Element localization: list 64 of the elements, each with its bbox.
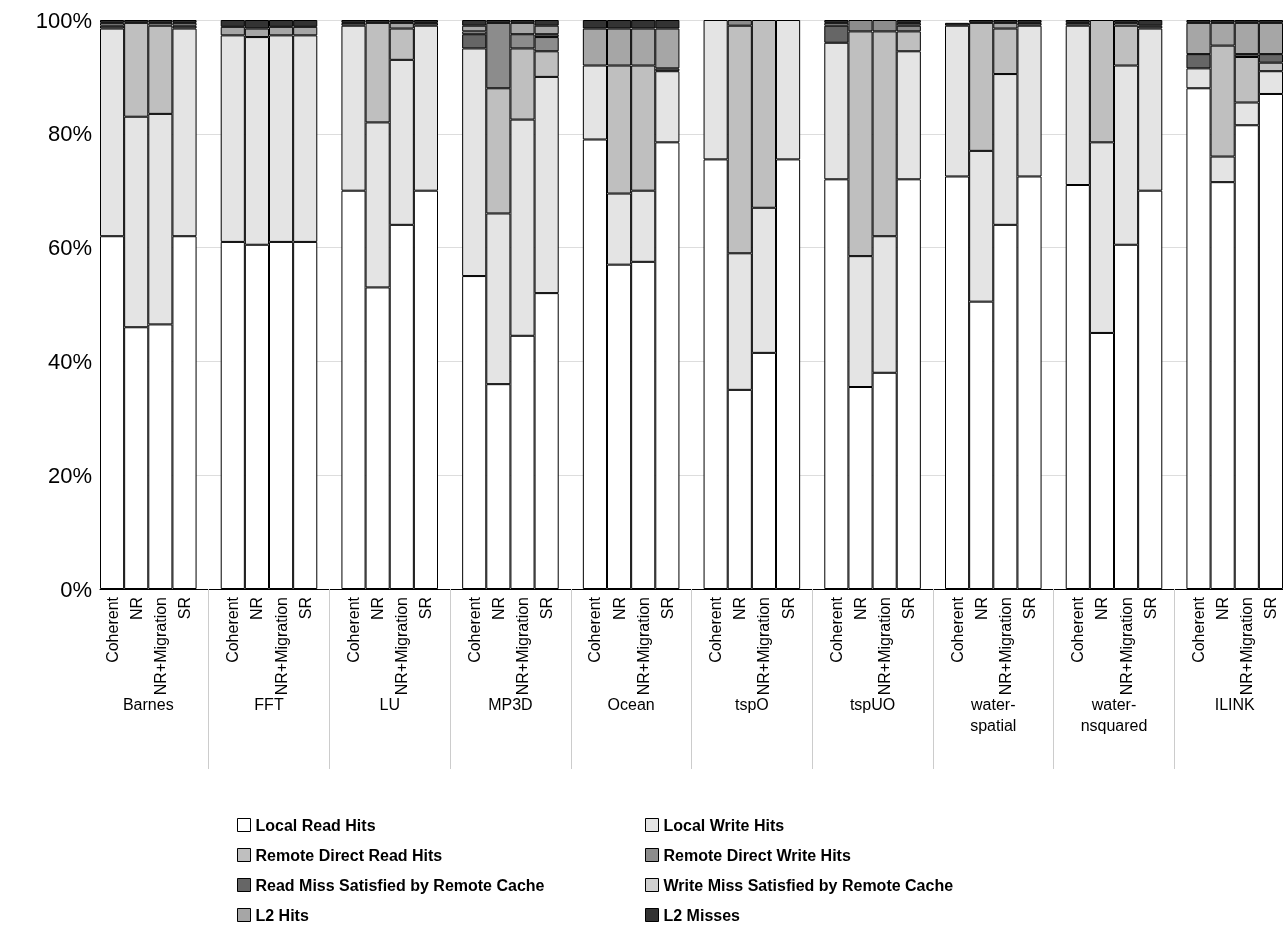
- x-tick-label: SR: [176, 597, 193, 620]
- x-tick-label: SR: [1021, 597, 1038, 620]
- text: FFT: [254, 696, 284, 713]
- text: MP3D: [488, 696, 533, 713]
- legend-label: L2 Hits: [255, 906, 309, 924]
- legend-label: Write Miss Satisfied by Remote Cache: [663, 876, 954, 894]
- legend-label: Remote Direct Write Hits: [663, 846, 851, 864]
- x-tick-label: NR: [127, 597, 145, 621]
- x-tick-label: NR: [1093, 597, 1111, 621]
- legend-label: Local Read Hits: [255, 816, 376, 834]
- x-tick-label: SR: [1262, 597, 1280, 620]
- x-tick-label: NR: [852, 597, 869, 621]
- y-tick-label: 40%: [47, 348, 92, 374]
- x-tick-label: NR+Migration: [1238, 597, 1256, 696]
- x-tick-label: SR: [900, 597, 918, 620]
- x-tick-label: Coherent: [827, 596, 845, 663]
- x-tick-label: Coherent: [465, 596, 483, 663]
- y-tick-label: 0%: [60, 576, 92, 602]
- y-tick-label: 60%: [47, 235, 92, 261]
- y-tick-label: 100%: [35, 7, 92, 33]
- x-tick-label: NR: [248, 597, 266, 621]
- x-tick-label: SR: [1141, 597, 1159, 620]
- legend-label: Remote Direct Read Hits: [255, 846, 443, 864]
- text: ILINK: [1214, 696, 1256, 713]
- text: Ocean: [607, 696, 655, 713]
- x-tick-label: SR: [296, 597, 314, 620]
- x-tick-label: NR+Migration: [151, 597, 169, 696]
- x-tick-label: Coherent: [707, 596, 725, 663]
- legend-label: Local Write Hits: [663, 816, 785, 834]
- x-tick-label: NR: [489, 597, 507, 621]
- x-tick-label: Coherent: [1190, 596, 1207, 663]
- x-tick-label: SR: [658, 597, 676, 620]
- x-tick-label: NR+Migration: [996, 597, 1014, 696]
- x-tick-label: NR: [1214, 597, 1232, 621]
- text: Barnes: [122, 696, 174, 713]
- text: water-nsquared: [1080, 696, 1148, 734]
- x-tick-label: SR: [779, 597, 797, 620]
- text: tspUO: [849, 696, 896, 713]
- x-tick-label: SR: [417, 597, 435, 620]
- x-tick-label: SR: [538, 597, 556, 620]
- text: LU: [379, 696, 400, 713]
- x-tick-label: Coherent: [345, 596, 362, 663]
- x-tick-label: NR+Migration: [634, 597, 652, 696]
- y-tick-label: 20%: [47, 462, 92, 488]
- x-tick-label: Coherent: [224, 596, 242, 663]
- x-tick-label: Coherent: [586, 596, 604, 663]
- x-tick-label: Coherent: [948, 596, 966, 663]
- text: tspO: [734, 696, 769, 713]
- x-tick-label: NR+Migration: [272, 597, 290, 696]
- text: water-spatial: [970, 696, 1017, 734]
- legend-label: L2 Misses: [663, 906, 741, 924]
- x-tick-label: Coherent: [103, 596, 121, 663]
- x-tick-label: NR+Migration: [755, 597, 773, 696]
- x-tick-label: NR: [610, 597, 628, 621]
- x-tick-label: NR: [972, 597, 990, 621]
- x-tick-label: NR+Migration: [393, 597, 411, 696]
- x-tick-label: NR: [731, 597, 749, 621]
- x-tick-label: NR+Migration: [1117, 597, 1135, 696]
- x-tick-label: Coherent: [1069, 596, 1087, 663]
- x-tick-label: NR: [369, 597, 387, 621]
- x-tick-label: NR+Migration: [876, 597, 894, 696]
- y-tick-label: 80%: [47, 121, 92, 147]
- legend-label: Read Miss Satisfied by Remote Cache: [255, 876, 545, 894]
- x-tick-label: NR+Migration: [514, 597, 531, 696]
